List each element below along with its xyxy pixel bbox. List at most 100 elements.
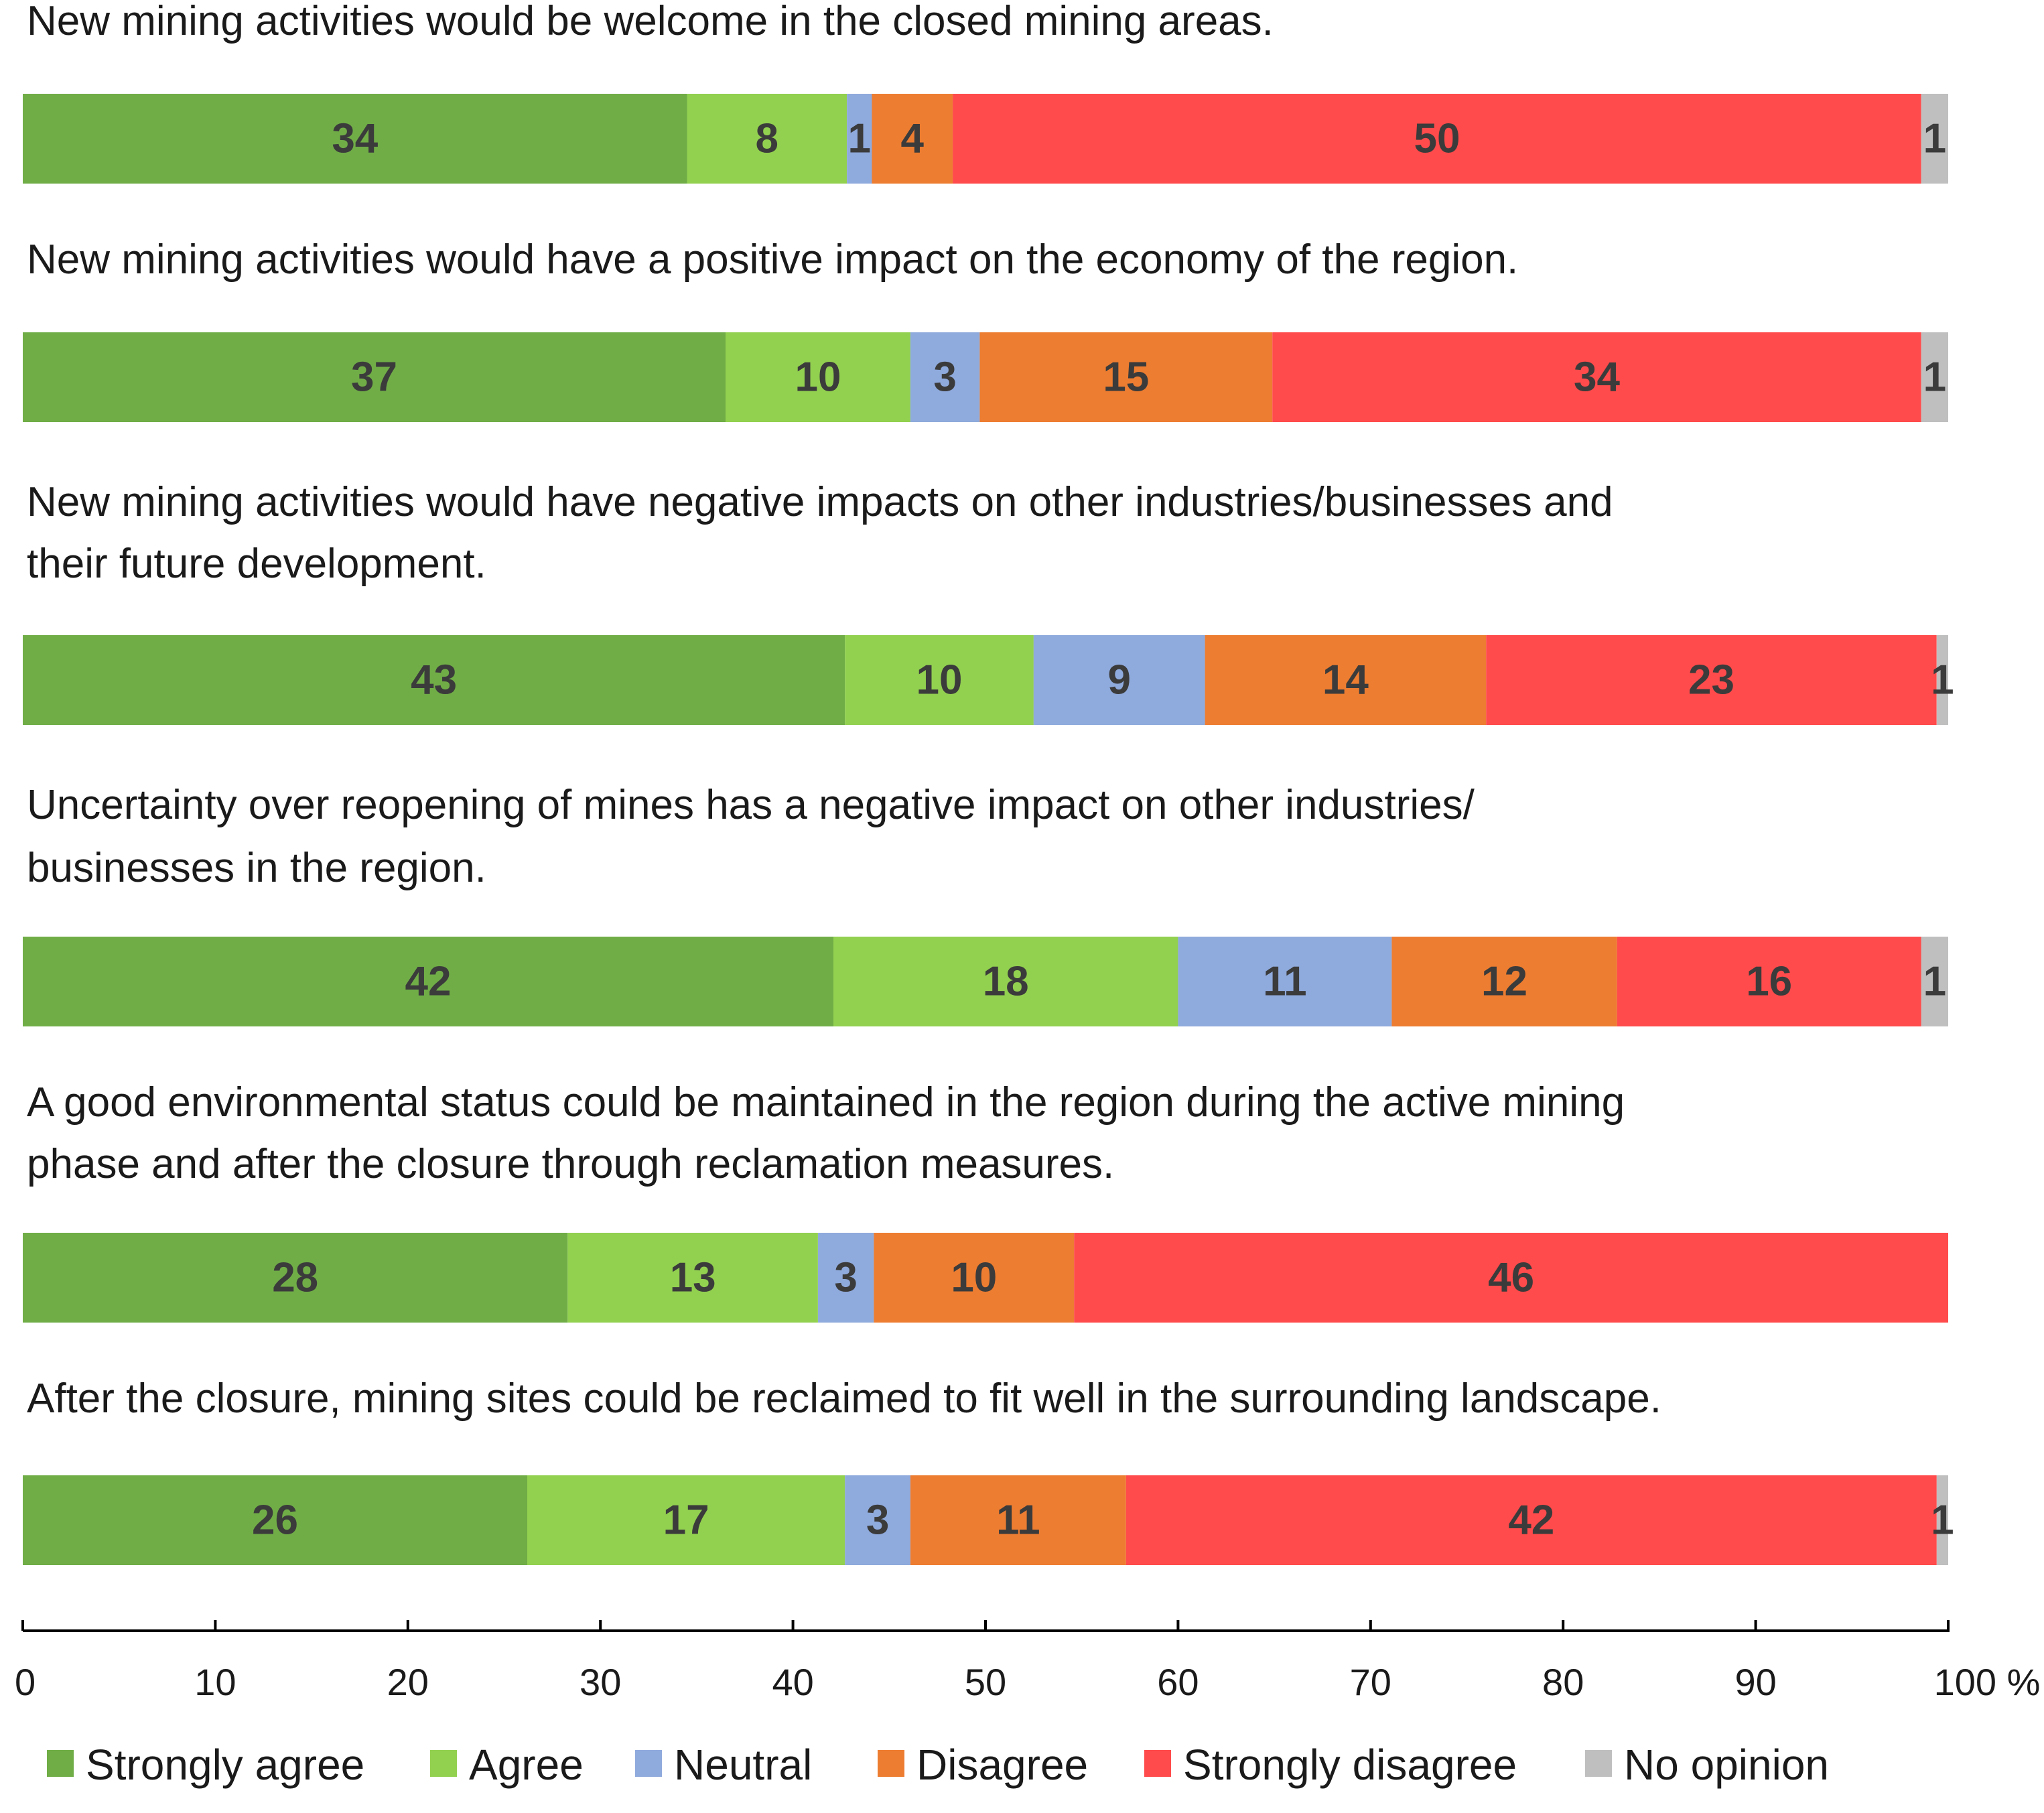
bar-segment (1033, 635, 1205, 725)
x-tick-label: 80 (1542, 1661, 1584, 1703)
data-label: 18 (983, 959, 1029, 1005)
data-label: 8 (756, 116, 778, 162)
legend-item: Strongly agree (47, 1741, 364, 1789)
legend-item: Neutral (635, 1741, 812, 1789)
legend-swatch (1144, 1750, 1171, 1777)
bar-segment (1178, 937, 1392, 1026)
data-label: 1 (848, 116, 871, 162)
question-text: A good environmental status could be mai… (27, 1079, 1625, 1126)
legend-label: Strongly agree (86, 1741, 364, 1789)
data-label: 1 (1931, 657, 1954, 703)
data-label: 42 (405, 959, 452, 1005)
legend-item: Strongly disagree (1144, 1741, 1517, 1789)
x-tick-label: 100 % (1934, 1661, 2041, 1703)
question-text: After the closure, mining sites could be… (27, 1375, 1661, 1422)
legend: Strongly agree Agree Neutral Disagree Strong… (47, 1741, 1829, 1789)
data-label: 26 (252, 1497, 298, 1544)
data-label: 10 (916, 657, 963, 703)
bar-segment (1126, 1475, 1937, 1565)
data-label: 11 (996, 1497, 1040, 1544)
bar-segment (23, 332, 726, 422)
data-label: 34 (1574, 354, 1620, 401)
bar-segment (23, 937, 833, 1026)
legend-label: Strongly disagree (1183, 1741, 1517, 1789)
question-text: New mining activities would have a posit… (27, 237, 1518, 283)
data-label: 1 (1923, 354, 1946, 401)
question-text: their future development. (27, 541, 486, 587)
question-text: New mining activities would have negativ… (27, 479, 1613, 525)
legend-swatch (878, 1750, 904, 1777)
bar-segment (23, 1233, 568, 1323)
x-axis: 0 10 20 30 40 50 60 70 80 90 100 % (15, 1620, 2040, 1703)
bar-segment (953, 94, 1921, 184)
data-label: 50 (1414, 116, 1460, 162)
x-tick-label: 20 (387, 1661, 429, 1703)
bar-segment (1391, 937, 1617, 1026)
data-label: 3 (866, 1497, 889, 1544)
data-label: 4 (901, 116, 925, 162)
bar-segment (845, 635, 1034, 725)
bar-segment (687, 94, 847, 184)
bar-segment (1921, 937, 1948, 1026)
bar-segment (979, 332, 1273, 422)
data-label: 3 (834, 1255, 857, 1301)
bar-segment (1921, 332, 1948, 422)
data-label: 46 (1488, 1255, 1534, 1301)
bar-segment (1272, 332, 1921, 422)
bar-rows: 34 8 1 4 50 137 10 3 15 34 143 10 9 14 23 142 18 11 12 16 12… (23, 94, 1954, 1565)
bar-segment (874, 1233, 1075, 1323)
bar-segment (818, 1233, 874, 1323)
legend-swatch (635, 1750, 662, 1777)
bar-row: 37 10 3 15 34 1 (23, 332, 1948, 422)
bar-segment (23, 635, 845, 725)
data-label: 9 (1107, 657, 1130, 703)
bar-segment (872, 94, 953, 184)
legend-label: Agree (469, 1741, 584, 1789)
data-label: 28 (272, 1255, 318, 1301)
data-label: 17 (663, 1497, 709, 1544)
x-tick-label: 50 (965, 1661, 1006, 1703)
data-label: 10 (795, 354, 841, 401)
data-label: 10 (951, 1255, 997, 1301)
bar-segment (847, 94, 872, 184)
bar-row: 34 8 1 4 50 1 (23, 94, 1948, 184)
data-label: 3 (933, 354, 956, 401)
x-tick-label: 90 (1734, 1661, 1776, 1703)
data-label: 15 (1103, 354, 1149, 401)
bar-segment (910, 1475, 1126, 1565)
bar-segment (1074, 1233, 1948, 1323)
bar-segment (23, 1475, 527, 1565)
question-labels: New mining activities would be welcome i… (27, 0, 1661, 1422)
bar-segment (1921, 94, 1948, 184)
question-text: Uncertainty over reopening of mines has … (27, 782, 1475, 828)
bar-row: 26 17 3 11 42 1 (23, 1475, 1954, 1565)
data-label: 1 (1923, 116, 1946, 162)
x-tick-label: 60 (1157, 1661, 1199, 1703)
data-label: 34 (332, 116, 378, 162)
question-text: businesses in the region. (27, 845, 486, 891)
data-label: 23 (1688, 657, 1734, 703)
bar-row: 43 10 9 14 23 1 (23, 635, 1954, 725)
x-tick-label: 30 (580, 1661, 621, 1703)
legend-swatch (1585, 1750, 1612, 1777)
bar-segment (1205, 635, 1487, 725)
bar-segment (1936, 1475, 1948, 1565)
bar-segment (833, 937, 1178, 1026)
legend-label: Neutral (674, 1741, 812, 1789)
bar-row: 42 18 11 12 16 1 (23, 937, 1948, 1026)
bar-segment (527, 1475, 845, 1565)
bar-segment (1936, 635, 1948, 725)
x-tick-label: 70 (1350, 1661, 1391, 1703)
legend-item: No opinion (1585, 1741, 1829, 1789)
question-text: phase and after the closure through recl… (27, 1141, 1114, 1187)
x-tick-label: 0 (15, 1661, 36, 1703)
data-label: 37 (351, 354, 397, 401)
bar-segment (1486, 635, 1937, 725)
data-label: 43 (411, 657, 457, 703)
x-tick-label: 40 (772, 1661, 813, 1703)
data-label: 14 (1322, 657, 1369, 703)
bar-row: 28 13 3 10 46 (23, 1233, 1948, 1323)
legend-label: Disagree (916, 1741, 1088, 1789)
data-label: 1 (1923, 959, 1946, 1005)
